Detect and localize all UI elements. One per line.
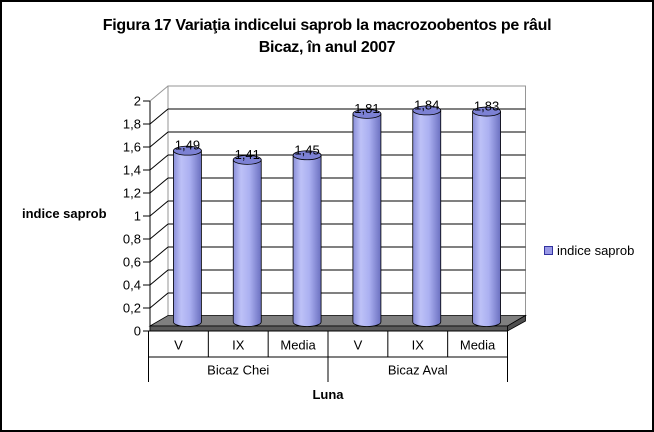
y-tick-label: 2 — [134, 94, 141, 109]
category-label: V — [174, 338, 183, 353]
gridline-slant — [149, 246, 169, 263]
cylinder-bar — [412, 110, 442, 327]
bar-value-label: 1,49 — [175, 138, 200, 153]
y-tick-label: 1,6 — [123, 140, 141, 155]
bar-value-label: 1,41 — [235, 147, 260, 162]
y-tick-label: 1,4 — [123, 163, 141, 178]
cylinder-top — [472, 106, 501, 117]
cylinder-top — [173, 145, 202, 156]
bar-value-label: 1,81 — [354, 101, 379, 116]
legend-label: indice saprob — [557, 243, 635, 258]
cylinder-top — [232, 154, 262, 165]
y-tick-label: 0 — [134, 324, 141, 339]
cylinder-top — [412, 105, 442, 116]
category-label: V — [354, 338, 363, 353]
y-tick-label: 0,8 — [123, 232, 141, 247]
cylinder-top — [352, 108, 382, 119]
floor-front — [149, 325, 508, 332]
y-axis-title: indice saprob — [22, 206, 107, 221]
group-label: Bicaz Aval — [388, 363, 448, 378]
cylinder-bar — [292, 154, 322, 327]
category-label: IX — [232, 338, 245, 353]
y-tick-label: 0,4 — [123, 278, 141, 293]
category-label: IX — [412, 338, 425, 353]
cylinder-bar — [173, 150, 202, 327]
y-tick-label: 0,6 — [123, 255, 141, 270]
category-label: Media — [280, 338, 316, 353]
gridline-slant — [149, 108, 169, 125]
cylinder-bar — [232, 159, 262, 327]
x-axis-title: Luna — [312, 387, 344, 402]
category-label: Media — [460, 338, 496, 353]
chart-title-line1: Figura 17 Variaţia indicelui saprob la m… — [102, 17, 552, 34]
gridline-slant — [149, 200, 169, 217]
legend: indice saprob — [544, 243, 634, 258]
cylinder-bar — [472, 111, 501, 327]
cylinder-top — [292, 150, 322, 161]
gridline-slant — [149, 85, 169, 102]
gridline-slant — [149, 154, 169, 171]
gridline-slant — [149, 223, 169, 240]
gridline-slant — [149, 269, 169, 286]
cylinder-bar — [352, 113, 382, 327]
legend-marker-icon — [544, 246, 553, 255]
gridline-slant — [149, 177, 169, 194]
gridline-slant — [149, 292, 169, 309]
group-label: Bicaz Chei — [207, 363, 269, 378]
chart-title: Figura 17 Variaţia indicelui saprob la m… — [2, 15, 652, 59]
plot-dynamic-layer: 0 0,2 0,4 0,6 0,8 1 1,2 1,4 1,6 1,8 2 1,49 1,41 1,45 1… — [123, 85, 527, 382]
floor-side — [507, 314, 526, 332]
y-tick-label: 1 — [134, 209, 141, 224]
bar-value-label: 1,45 — [294, 142, 319, 157]
floor-top — [148, 315, 527, 327]
gridline-slant — [149, 131, 169, 148]
bar-value-label: 1,84 — [414, 97, 439, 112]
y-tick-label: 0,2 — [123, 301, 141, 316]
bar-value-label: 1,83 — [474, 99, 499, 114]
chart-title-line2: Bicaz, în anul 2007 — [258, 39, 396, 56]
y-tick-label: 1,2 — [123, 186, 141, 201]
y-tick-label: 1,8 — [123, 117, 141, 132]
